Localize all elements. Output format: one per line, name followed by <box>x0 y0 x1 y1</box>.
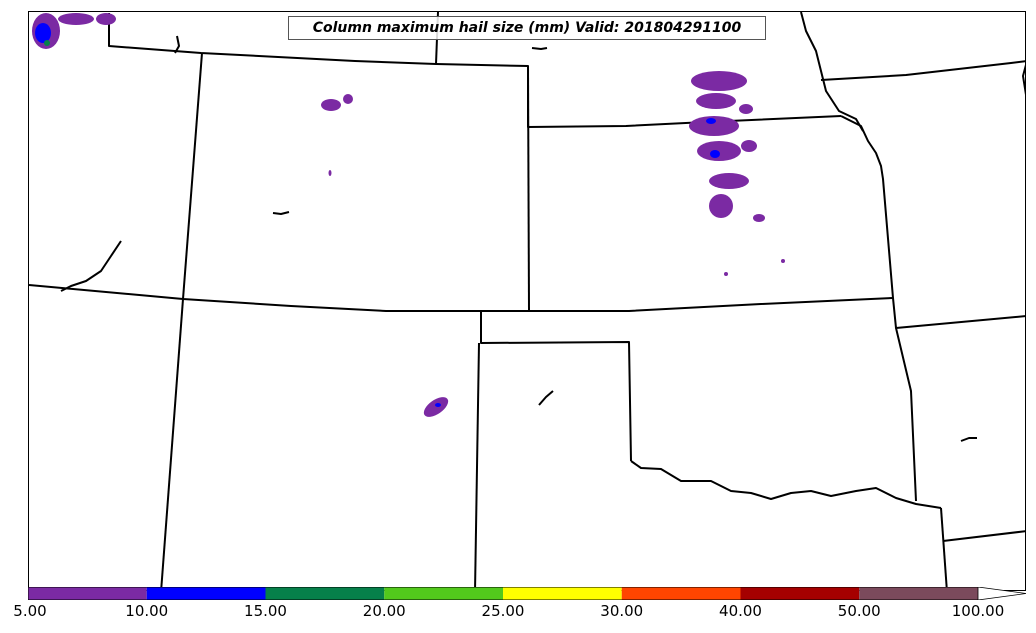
colorbar-segment <box>503 587 622 600</box>
map-panel <box>28 11 1026 591</box>
border-texas-panhandle-west <box>474 342 480 590</box>
colorbar-segment <box>740 587 860 600</box>
hail-cell <box>689 116 739 136</box>
border-wyoming-nebraska <box>527 65 530 312</box>
hail-cell <box>739 104 753 114</box>
hail-cell <box>706 118 716 124</box>
border-colorado-west <box>160 298 184 590</box>
colorbar-segment <box>146 587 266 600</box>
hail-cell <box>753 214 765 222</box>
hail-contours <box>32 13 785 417</box>
hail-cell <box>321 99 341 111</box>
hail-cell <box>435 403 441 407</box>
lake-5 <box>531 47 548 50</box>
lake-4 <box>960 437 977 442</box>
colorbar-segment <box>859 587 978 600</box>
colorbar-segment <box>265 587 385 600</box>
lake-1 <box>60 240 122 292</box>
colorbar-tick-label: 40.00 <box>719 602 762 620</box>
hail-cell <box>709 173 749 189</box>
colorbar-tick-label: 50.00 <box>837 602 881 620</box>
hail-cell <box>691 71 747 91</box>
hail-cell <box>328 170 332 176</box>
hail-cell <box>96 13 116 25</box>
lake-6 <box>174 35 180 54</box>
hail-cell <box>697 141 741 161</box>
map-canvas <box>29 12 1025 590</box>
hail-cell <box>710 150 720 158</box>
hail-cell <box>696 93 736 109</box>
border-redriver <box>630 460 942 509</box>
colorbar-tick-label: 25.00 <box>481 602 525 620</box>
border-oklahoma-east <box>895 327 917 502</box>
map-title: Column maximum hail size (mm) Valid: 201… <box>288 16 766 40</box>
border-arkansas-louisiana <box>942 530 1025 542</box>
colorbar-tick-label: 5.00 <box>13 602 47 620</box>
colorbar-tick-labels: 5.00 10.00 15.00 20.00 25.00 30.00 40.00 50.00 1… <box>0 600 1036 630</box>
hail-cell <box>343 94 353 104</box>
colorbar-extend-triangle <box>977 587 1026 600</box>
hail-cell <box>724 272 728 276</box>
colorbar-segment <box>621 587 741 600</box>
border-wyoming-north <box>108 13 842 128</box>
hail-cell <box>44 40 50 46</box>
hail-cell <box>741 140 757 152</box>
colorbar-tick-label: 10.00 <box>125 602 169 620</box>
border-colorado-newmexico <box>480 311 632 462</box>
colorbar-tick-label: 15.00 <box>244 602 287 620</box>
state-boundaries <box>29 12 1025 590</box>
border-texas-louisiana <box>940 507 948 590</box>
lake-3 <box>538 390 554 406</box>
hail-cell <box>709 194 733 218</box>
border-missouri-river <box>800 12 864 132</box>
border-nebraska-kansas <box>840 115 1025 329</box>
colorbar-tick-label: 20.00 <box>362 602 406 620</box>
colorbar-segment <box>384 587 503 600</box>
hail-cell <box>423 397 449 417</box>
hail-cell <box>58 13 94 25</box>
colorbar-tick-label: 100.00 <box>951 602 1005 620</box>
lake-2 <box>272 211 290 215</box>
colorbar <box>28 587 1026 600</box>
border-wyoming-west <box>182 52 203 300</box>
hail-cell <box>35 23 51 43</box>
border-iowa <box>820 60 1025 81</box>
hail-cell <box>781 259 785 263</box>
colorbar-tick-label: 30.00 <box>600 602 644 620</box>
border-colorado-north <box>29 284 894 312</box>
colorbar-segment <box>28 587 147 600</box>
border-mississippi-river <box>1022 64 1025 95</box>
